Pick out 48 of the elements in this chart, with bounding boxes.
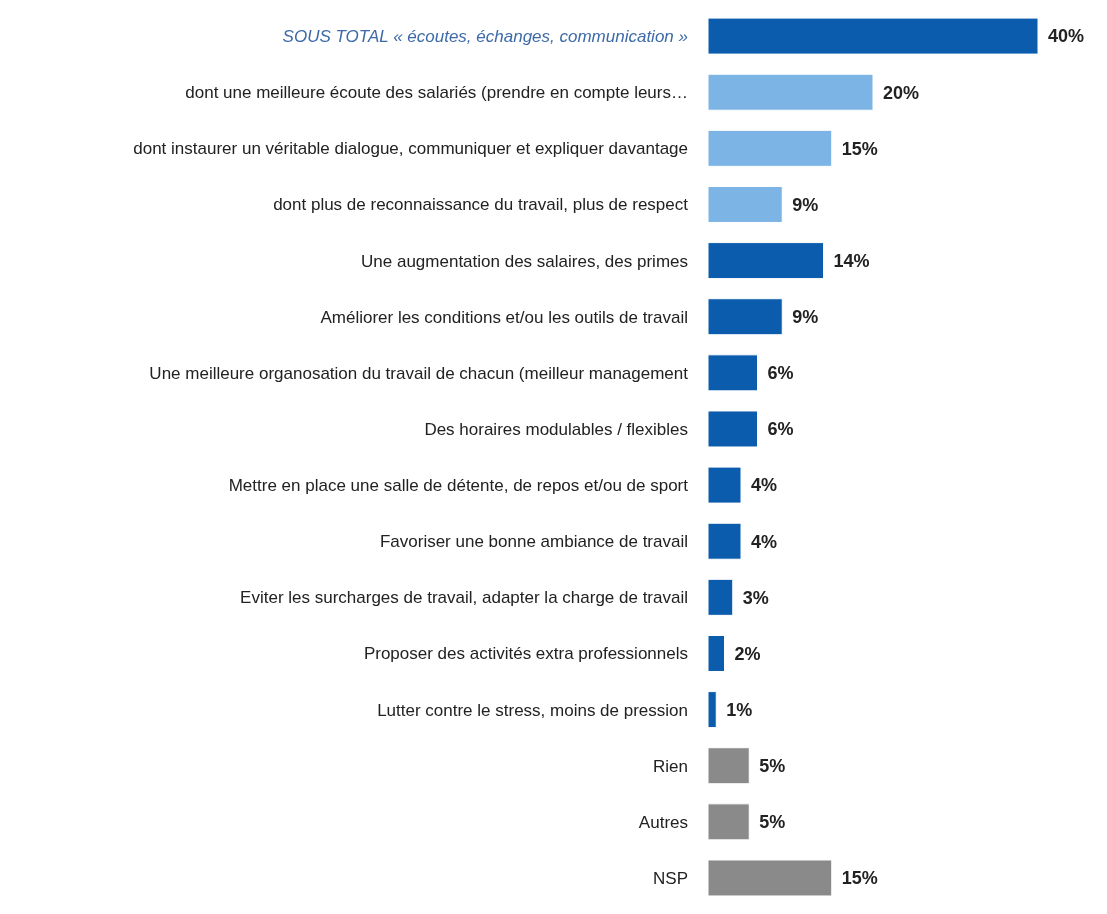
- y-tick-label: Des horaires modulables / flexibles: [424, 419, 688, 439]
- bar: [707, 73, 874, 111]
- y-tick-label: dont plus de reconnaissance du travail, plus de respect: [273, 195, 689, 215]
- bar: [707, 634, 725, 672]
- bar: [707, 522, 742, 560]
- data-label: 5%: [759, 812, 786, 833]
- data-label: 6%: [767, 419, 794, 440]
- y-tick-label: dont une meilleure écoute des salariés (prendre en compte leurs…: [185, 83, 688, 103]
- y-tick-label: Favoriser une bonne ambiance de travail: [379, 532, 688, 552]
- bar: [707, 691, 717, 729]
- data-label: 15%: [841, 138, 878, 159]
- data-label: 40%: [1048, 26, 1085, 47]
- bar: [707, 298, 783, 336]
- y-tick-label: Lutter contre le stress, moins de pression: [377, 700, 688, 720]
- data-label: 9%: [792, 307, 819, 328]
- y-tick-label: Mettre en place une salle de détente, de repos et/ou de sport: [228, 476, 689, 496]
- y-tick-label: Une augmentation des salaires, des primes: [361, 251, 688, 271]
- data-label: 15%: [841, 868, 878, 889]
- y-tick-label: Proposer des activités extra professionnels: [363, 644, 688, 664]
- data-label: 20%: [883, 82, 920, 103]
- bar: [707, 466, 742, 504]
- y-tick-label: Eviter les surcharges de travail, adapter la charge de travail: [240, 588, 688, 608]
- data-label: 1%: [726, 699, 753, 720]
- bar: [707, 129, 833, 167]
- data-label: 2%: [734, 643, 761, 664]
- y-tick-label: NSP: [653, 868, 688, 888]
- bar: [707, 803, 750, 841]
- data-label: 9%: [792, 194, 819, 215]
- y-tick-label: Autres: [638, 812, 688, 832]
- y-tick-label: SOUS TOTAL « écoutes, échanges, communication »: [282, 27, 688, 47]
- data-label: 4%: [751, 475, 778, 496]
- data-label: 14%: [833, 250, 870, 271]
- bar: [707, 17, 1039, 55]
- bar: [707, 747, 750, 785]
- bar: [707, 578, 734, 616]
- bar: [707, 242, 824, 280]
- y-tick-label: dont instaurer un véritable dialogue, communiquer et expliquer davantage: [133, 139, 688, 159]
- bar: [707, 354, 758, 392]
- data-label: 4%: [751, 531, 778, 552]
- bar: [707, 410, 758, 448]
- bar: [707, 185, 783, 223]
- data-label: 3%: [742, 587, 769, 608]
- data-label: 6%: [767, 363, 794, 384]
- y-tick-label: Améliorer les conditions et/ou les outils de travail: [320, 307, 688, 327]
- bar: [707, 859, 833, 897]
- y-tick-label: Une meilleure organosation du travail de chacun (meilleur management: [149, 363, 689, 383]
- y-tick-label: Rien: [653, 756, 688, 776]
- data-label: 5%: [759, 756, 786, 777]
